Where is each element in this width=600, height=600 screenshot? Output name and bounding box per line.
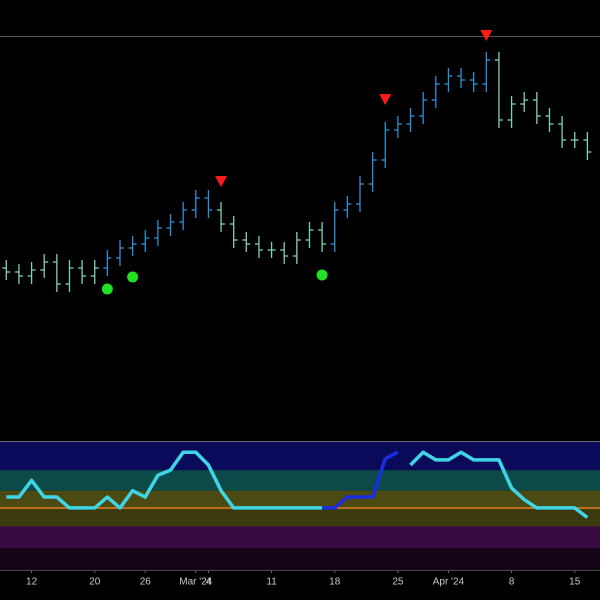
buy-signal — [127, 271, 139, 283]
sell-signal — [379, 94, 392, 105]
oscillator-line — [6, 450, 589, 519]
zone — [0, 442, 600, 471]
sell-signal — [480, 30, 493, 41]
x-tick-label: 20 — [89, 577, 101, 588]
x-tick-label: 4 — [206, 577, 212, 588]
x-tick-label: 11 — [266, 577, 277, 588]
zone — [0, 548, 600, 570]
x-tick-label: 26 — [140, 577, 152, 588]
zone — [0, 526, 600, 549]
zone — [0, 509, 600, 527]
x-tick-label: Mar '24 — [179, 577, 212, 588]
zone — [0, 490, 600, 510]
x-tick-label: 12 — [26, 577, 38, 588]
x-tick-label: 18 — [329, 577, 341, 588]
x-tick-label: Apr '24 — [433, 577, 465, 588]
buy-signal — [101, 283, 113, 295]
buy-signal — [316, 269, 328, 281]
x-tick-label: 25 — [392, 577, 404, 588]
oscillator-line — [322, 450, 399, 510]
sell-signal — [215, 176, 228, 187]
x-tick-label: 15 — [569, 577, 581, 588]
x-tick-label: 8 — [509, 577, 515, 588]
